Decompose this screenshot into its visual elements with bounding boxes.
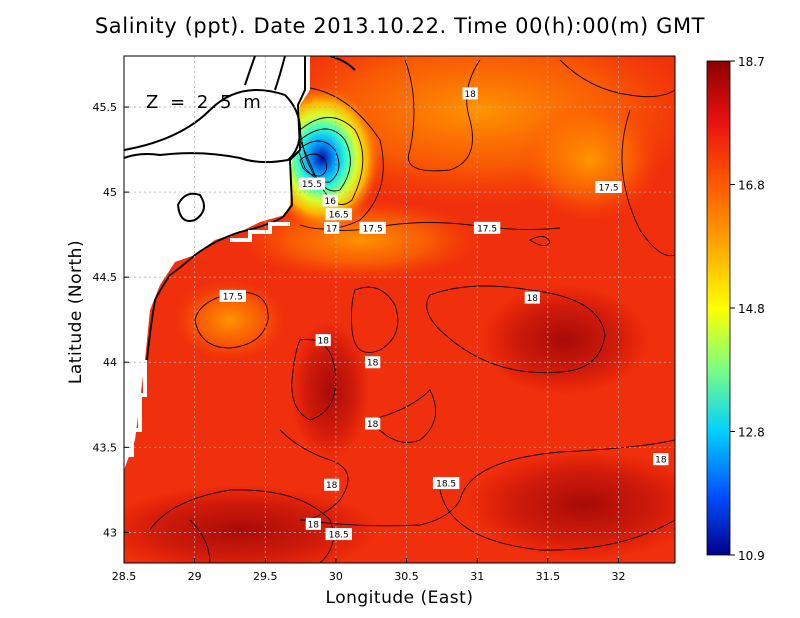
grid-lines bbox=[124, 56, 675, 563]
danube-delta-shore bbox=[124, 89, 302, 164]
y-tick-label: 43.5 bbox=[93, 441, 118, 454]
x-axis-ticks: 28.5 29 29.5 30 30.5 31 31.5 32 bbox=[112, 558, 625, 583]
contour-label: 18 bbox=[655, 456, 667, 466]
y-tick-label: 44 bbox=[103, 356, 117, 369]
contour-label: 18 bbox=[326, 481, 338, 491]
contour-label: 17 bbox=[326, 224, 337, 234]
contour-line bbox=[529, 236, 551, 246]
contour-label: 18 bbox=[527, 294, 539, 304]
contour-label-box bbox=[325, 528, 352, 541]
contour-line bbox=[299, 153, 328, 177]
contour-label: 18.5 bbox=[329, 531, 349, 541]
contour-label: 18 bbox=[464, 90, 476, 100]
contour-label: 18 bbox=[308, 520, 320, 530]
high-salinity-southeast bbox=[465, 450, 675, 560]
plot-title: Salinity (ppt). Date 2013.10.22. Time 00… bbox=[94, 14, 706, 38]
high-salinity-east bbox=[480, 285, 650, 395]
contour-label-box bbox=[324, 221, 340, 234]
x-tick-label: 29 bbox=[188, 570, 202, 583]
contour-label-box bbox=[325, 208, 352, 221]
x-tick-label: 28.5 bbox=[112, 570, 137, 583]
y-tick-label: 43 bbox=[103, 526, 117, 539]
y-axis-ticks: 43 43.5 44 44.5 45 45.5 bbox=[93, 101, 129, 539]
contour-label: 15.5 bbox=[302, 180, 322, 190]
contour-line bbox=[291, 338, 337, 421]
lake-shore bbox=[176, 192, 205, 222]
y-tick-label: 45 bbox=[103, 186, 117, 199]
contour-label: 17.5 bbox=[363, 224, 383, 234]
eastern-fresher-zone bbox=[520, 100, 660, 220]
contour-line bbox=[369, 389, 437, 443]
x-tick-label: 30.5 bbox=[394, 570, 419, 583]
map-area: 18 17.5 15.516 16.5 17 17.5 17.5 17.5 18 18 18 18 18… bbox=[124, 56, 675, 563]
coastline bbox=[146, 216, 284, 361]
contour-line bbox=[439, 489, 675, 551]
contour-label-box bbox=[324, 478, 340, 491]
y-axis-label: Latitude (North) bbox=[66, 239, 86, 385]
x-axis-label: Longitude (East) bbox=[325, 588, 474, 608]
contour-label-box bbox=[473, 221, 501, 234]
contour-label-box bbox=[219, 289, 246, 302]
depth-label: Z = 2.5 m bbox=[146, 92, 264, 113]
x-tick-label: 31 bbox=[470, 570, 484, 583]
y-tick-label: 44.5 bbox=[93, 271, 118, 284]
contour-line bbox=[621, 109, 675, 257]
contour-line bbox=[350, 286, 399, 353]
contour-line bbox=[559, 59, 675, 98]
colorbar-tick-label: 18.7 bbox=[738, 55, 765, 69]
colorbar bbox=[706, 60, 731, 556]
contour-label-box bbox=[524, 291, 540, 304]
contour-line bbox=[279, 429, 349, 521]
y-tick-label: 45.5 bbox=[93, 101, 118, 114]
contour-label: 16 bbox=[325, 197, 337, 207]
contour-label: 18.5 bbox=[436, 480, 456, 490]
contour-label-box bbox=[365, 356, 381, 369]
contour-label-box bbox=[462, 87, 478, 100]
contour-label-box bbox=[298, 177, 326, 190]
contour-label-box bbox=[432, 477, 460, 490]
contour-label-box bbox=[305, 517, 321, 530]
contour-label: 17.5 bbox=[477, 224, 497, 234]
contour-line bbox=[299, 499, 461, 527]
contour-label-box bbox=[595, 181, 622, 194]
colorbar-tick-label: 16.8 bbox=[738, 179, 765, 193]
contour-label: 16.5 bbox=[329, 211, 349, 221]
colorbar-ticks: 18.7 16.8 14.8 12.8 10.9 bbox=[730, 55, 765, 563]
contour-label-box bbox=[653, 453, 669, 466]
contour-label: 18 bbox=[367, 359, 379, 369]
contour-line bbox=[189, 519, 211, 563]
high-salinity-southwest bbox=[124, 485, 380, 563]
x-tick-label: 30 bbox=[329, 570, 343, 583]
contour-labels: 18 17.5 15.516 16.5 17 17.5 17.5 17.5 18 18 18 18 18… bbox=[219, 87, 669, 541]
contour-line bbox=[459, 439, 675, 501]
land-mask-steps bbox=[230, 222, 290, 242]
colorbar-tick-label: 10.9 bbox=[738, 549, 765, 563]
x-tick-label: 32 bbox=[611, 570, 625, 583]
contour-label-box bbox=[315, 334, 331, 347]
western-fresher-zone bbox=[175, 280, 285, 360]
contour-label-box bbox=[359, 221, 386, 234]
delta-channel bbox=[244, 56, 286, 91]
land-mask-steps bbox=[124, 360, 147, 457]
coastline-north bbox=[329, 56, 356, 71]
x-tick-label: 29.5 bbox=[253, 570, 278, 583]
contour-label: 17.5 bbox=[223, 292, 243, 302]
coastline-land bbox=[124, 56, 310, 470]
coastline bbox=[282, 56, 306, 218]
contour-label-box bbox=[322, 194, 338, 207]
contour-label-box bbox=[365, 417, 381, 430]
x-tick-label: 31.5 bbox=[536, 570, 561, 583]
colorbar-tick-label: 14.8 bbox=[738, 302, 765, 316]
contour-line bbox=[299, 117, 364, 205]
high-salinity-central bbox=[290, 320, 370, 460]
contour-label: 18 bbox=[367, 420, 379, 430]
contour-label: 17.5 bbox=[599, 184, 619, 194]
contour-line bbox=[404, 59, 481, 172]
colorbar-tick-label: 12.8 bbox=[738, 426, 765, 440]
plot-frame bbox=[123, 55, 676, 564]
contour-label: 18 bbox=[317, 337, 329, 347]
contour-line bbox=[426, 285, 606, 374]
land bbox=[124, 56, 356, 470]
